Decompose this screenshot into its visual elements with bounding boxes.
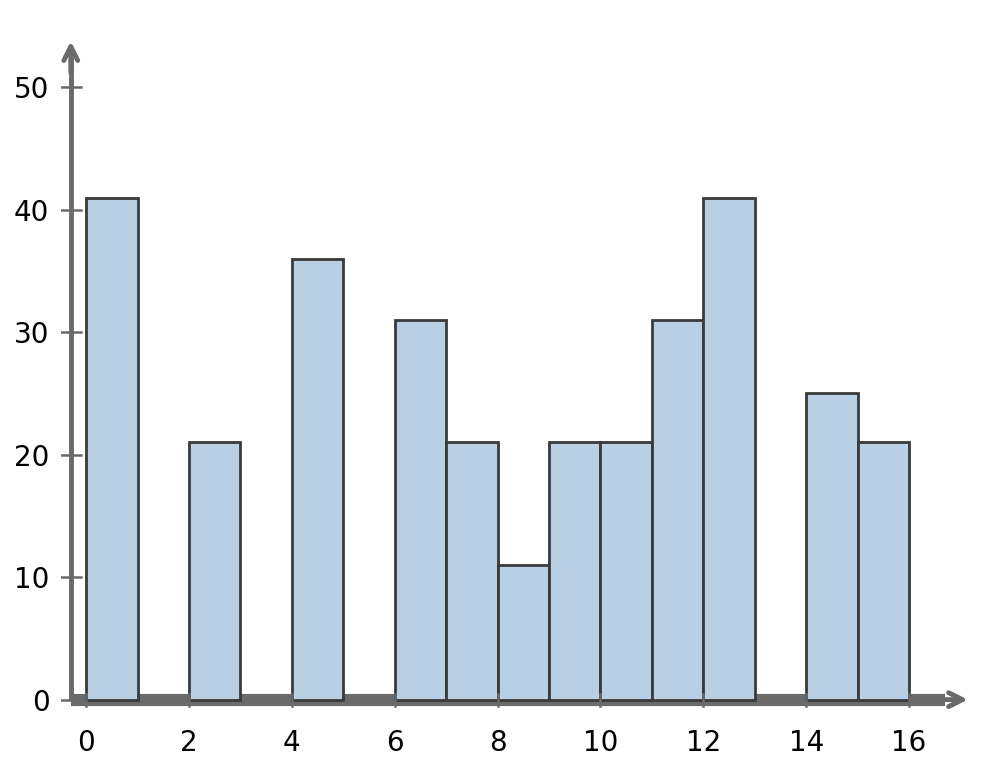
- Bar: [498, 565, 549, 699]
- Bar: [652, 320, 703, 699]
- Bar: [189, 443, 240, 699]
- Bar: [806, 393, 858, 699]
- Bar: [600, 443, 652, 699]
- Bar: [395, 320, 446, 699]
- Bar: [549, 443, 600, 699]
- Bar: [446, 443, 498, 699]
- Bar: [292, 259, 343, 699]
- Bar: [858, 443, 909, 699]
- Bar: [703, 197, 755, 699]
- Bar: [86, 197, 138, 699]
